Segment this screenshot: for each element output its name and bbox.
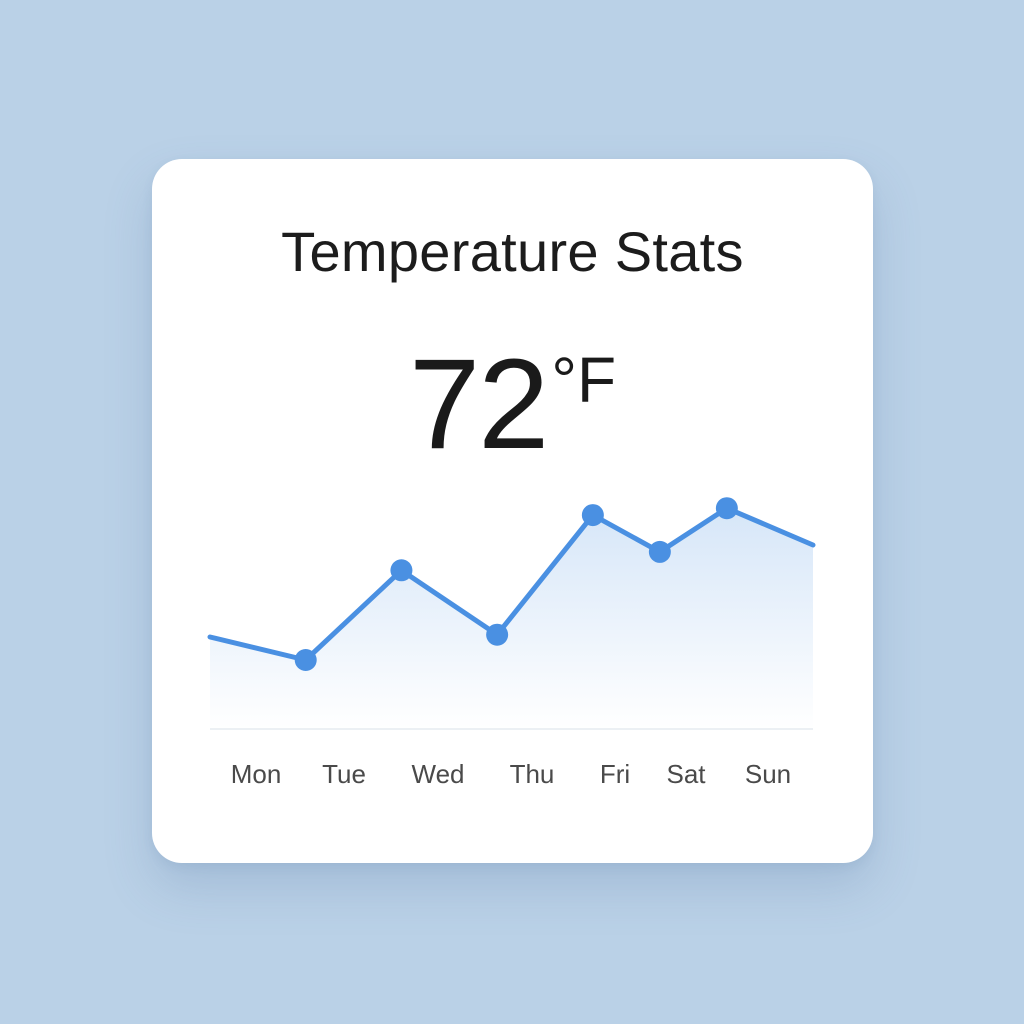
temperature-stats-card: Temperature Stats 72°F Mon Tue Wed Thu Fri Sa… bbox=[152, 159, 873, 863]
x-tick-label-sun: Sun bbox=[744, 759, 792, 789]
x-tick-label-thu: Thu bbox=[509, 759, 555, 789]
temperature-series-line bbox=[207, 505, 816, 663]
x-tick-label-sat: Sat bbox=[666, 759, 706, 789]
x-tick-label-wed: Wed bbox=[411, 759, 465, 789]
x-tick-label-mon: Mon bbox=[230, 759, 282, 789]
card-title: Temperature Stats bbox=[281, 220, 744, 283]
data-point-marker bbox=[390, 559, 413, 582]
data-point-marker bbox=[715, 497, 738, 520]
temperature-line-chart bbox=[207, 497, 816, 730]
x-tick-label-fri: Fri bbox=[599, 759, 631, 789]
data-point-marker bbox=[581, 504, 604, 527]
data-point-marker bbox=[648, 540, 671, 563]
data-point-marker bbox=[294, 649, 317, 671]
current-temperature: 72°F bbox=[152, 341, 873, 469]
temperature-value: 72 bbox=[408, 333, 549, 476]
data-point-marker bbox=[486, 623, 509, 646]
temperature-unit: °F bbox=[551, 344, 617, 416]
x-tick-label-tue: Tue bbox=[322, 759, 366, 789]
